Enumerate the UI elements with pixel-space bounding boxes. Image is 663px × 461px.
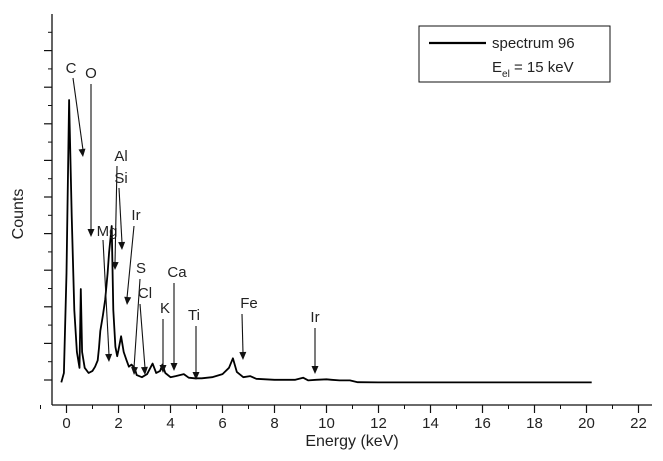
legend-condition-symbol: E [492,59,502,76]
peak-arrowhead [124,296,132,305]
peak-label: C [66,60,77,77]
peak-annotation: Ir [310,309,320,374]
legend-condition-value: = 15 keV [510,59,574,76]
peak-label: Si [114,170,127,187]
x-tick-label: 20 [578,415,595,432]
peak-label: Ir [310,309,319,326]
x-tick-label: 10 [318,415,335,432]
peak-label: Mg [97,223,118,240]
peak-arrow-line [126,225,135,299]
peak-arrow-line [118,187,123,244]
legend: spectrum 96 Eel = 15 keV [418,25,611,83]
x-tick-label: 18 [526,415,543,432]
peak-label: Ti [188,307,200,324]
x-tick-label: 14 [422,415,439,432]
peak-arrowhead [159,365,167,373]
peak-annotation: Ti [188,307,200,380]
peak-annotation: Cl [138,285,152,375]
legend-box [418,25,611,83]
peak-arrowhead [239,351,247,360]
peak-label: Fe [240,295,258,312]
peak-arrowhead [87,229,95,237]
peak-arrowhead [131,366,138,375]
peak-label: Ir [131,207,140,224]
peak-arrowhead [78,148,86,157]
peak-label: S [136,260,146,277]
peak-annotation: Ir [124,207,141,305]
x-tick-label: 12 [370,415,387,432]
peak-arrow-line [241,313,244,354]
peak-arrowhead [140,366,148,375]
peak-annotation: S [131,260,146,375]
peak-arrowhead [192,372,200,380]
peak-annotation: Ca [167,264,187,371]
x-axis-title: Energy (keV) [305,433,398,450]
peak-annotations: C O Mg Al Si Ir S Cl K Ca Ti Fe Ir [66,60,320,380]
peak-arrowhead [311,366,319,374]
y-axis-title: Counts [10,189,27,240]
x-tick-label: 4 [166,415,174,432]
y-axis-ticks [44,31,52,381]
peak-label: O [85,65,97,82]
legend-condition: Eel = 15 keV [492,59,574,80]
peak-label: K [160,300,170,317]
peak-annotation: Mg [97,223,118,362]
peak-annotation: Al [111,148,128,270]
peak-annotation: O [85,65,97,237]
peak-annotation: Fe [239,295,258,360]
x-tick-label: 2 [114,415,122,432]
peak-arrow-line [72,77,84,151]
peak-arrow-line [139,303,146,369]
peak-arrow-line [102,239,110,356]
x-tick-label: 22 [630,415,647,432]
legend-condition-subscript: el [502,69,510,80]
series-line-spectrum [60,99,592,384]
x-axis-ticks: 0 2 4 6 8 10 12 14 16 18 20 22 [40,405,647,432]
peak-annotation: C [66,60,86,157]
x-tick-label: 6 [218,415,226,432]
peak-annotation: K [159,300,170,373]
peak-arrowhead [118,241,126,250]
peak-arrowhead [170,363,178,371]
peak-label: Ca [167,264,187,281]
peak-label: Al [114,148,127,165]
x-tick-label: 8 [270,415,278,432]
legend-series-name: spectrum 96 [492,35,575,52]
peak-annotation: Si [114,170,128,250]
x-tick-label: 0 [62,415,70,432]
x-tick-label: 16 [474,415,491,432]
peak-arrow-line [114,165,118,264]
peak-arrowhead [105,353,113,362]
peak-arrowhead [111,261,119,270]
peak-label: Cl [138,285,152,302]
peak-arrow-line [133,278,141,369]
